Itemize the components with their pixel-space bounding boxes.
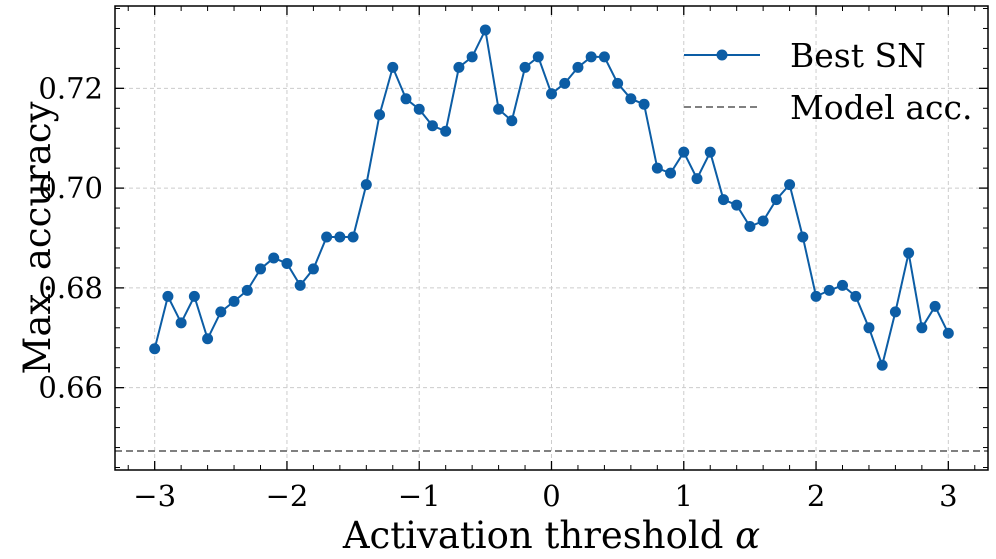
data-point bbox=[493, 103, 505, 115]
data-point bbox=[360, 179, 372, 191]
grid bbox=[115, 6, 988, 470]
data-point bbox=[638, 98, 650, 110]
data-point bbox=[665, 167, 677, 179]
data-point bbox=[810, 290, 822, 302]
data-point bbox=[532, 51, 544, 63]
x-tick-label: −1 bbox=[398, 479, 441, 513]
data-point bbox=[876, 359, 888, 371]
data-point bbox=[916, 322, 928, 334]
data-point bbox=[731, 199, 743, 211]
data-point bbox=[929, 300, 941, 312]
data-point bbox=[717, 194, 729, 206]
x-tick-label: 0 bbox=[542, 479, 560, 513]
data-point bbox=[479, 24, 491, 36]
data-point bbox=[268, 252, 280, 264]
data-point bbox=[281, 257, 293, 269]
data-point bbox=[678, 146, 690, 158]
data-point bbox=[625, 93, 637, 105]
data-point bbox=[294, 279, 306, 291]
data-point bbox=[903, 247, 915, 259]
data-point bbox=[850, 290, 862, 302]
x-tick-label: 1 bbox=[675, 479, 693, 513]
legend-label-model-acc: Model acc. bbox=[790, 88, 972, 127]
data-point bbox=[942, 327, 954, 339]
data-point bbox=[889, 306, 901, 318]
data-point bbox=[347, 231, 359, 243]
data-point bbox=[598, 51, 610, 63]
data-point bbox=[519, 61, 531, 73]
data-point bbox=[426, 120, 438, 132]
data-point bbox=[149, 343, 161, 355]
data-point bbox=[863, 322, 875, 334]
data-point bbox=[585, 51, 597, 63]
data-point bbox=[241, 284, 253, 296]
series-layer bbox=[149, 24, 954, 371]
y-tick-label: 0.70 bbox=[38, 171, 103, 205]
data-point bbox=[691, 173, 703, 185]
x-tick-label: −3 bbox=[133, 479, 176, 513]
y-tick-label: 0.68 bbox=[38, 271, 103, 305]
data-point bbox=[202, 333, 214, 345]
data-point bbox=[440, 125, 452, 137]
x-tick-label: −2 bbox=[266, 479, 309, 513]
legend-label-best-sn: Best SN bbox=[790, 36, 926, 75]
data-point bbox=[651, 162, 663, 174]
data-point bbox=[466, 51, 478, 63]
data-point bbox=[162, 290, 174, 302]
data-point bbox=[374, 109, 386, 121]
x-axis-title: Activation threshold α bbox=[342, 514, 760, 557]
data-point bbox=[612, 77, 624, 89]
data-point bbox=[453, 61, 465, 73]
data-point bbox=[572, 61, 584, 73]
data-point bbox=[413, 103, 425, 115]
y-tick-label: 0.72 bbox=[38, 71, 103, 105]
data-point bbox=[546, 88, 557, 100]
data-point bbox=[744, 221, 756, 233]
data-point bbox=[837, 279, 848, 291]
data-point bbox=[506, 115, 518, 127]
data-point bbox=[307, 263, 319, 275]
y-tick-label: 0.66 bbox=[38, 371, 103, 405]
x-tick-label: 3 bbox=[939, 479, 957, 513]
tick-labels: −3 −2 −1 0 1 2 3 0.66 0.68 0.70 0.72 bbox=[38, 71, 957, 513]
data-point bbox=[757, 215, 769, 227]
axis-ticks bbox=[115, 6, 988, 470]
data-point bbox=[823, 284, 835, 296]
data-point bbox=[784, 179, 796, 191]
data-point bbox=[400, 93, 412, 105]
data-point bbox=[704, 146, 716, 158]
data-point bbox=[770, 194, 782, 206]
data-point bbox=[797, 231, 809, 243]
legend-marker-best-sn bbox=[716, 49, 728, 61]
data-point bbox=[334, 231, 346, 243]
legend: Best SN Model acc. bbox=[684, 36, 972, 127]
data-point bbox=[559, 77, 571, 89]
data-point bbox=[321, 231, 333, 243]
data-point bbox=[188, 290, 200, 302]
y-axis-title: Max. accuracy bbox=[16, 101, 59, 374]
data-point bbox=[228, 295, 240, 307]
data-point bbox=[387, 61, 399, 73]
data-point bbox=[175, 317, 187, 329]
data-point bbox=[215, 306, 227, 318]
data-point bbox=[255, 263, 266, 275]
x-tick-label: 2 bbox=[807, 479, 825, 513]
